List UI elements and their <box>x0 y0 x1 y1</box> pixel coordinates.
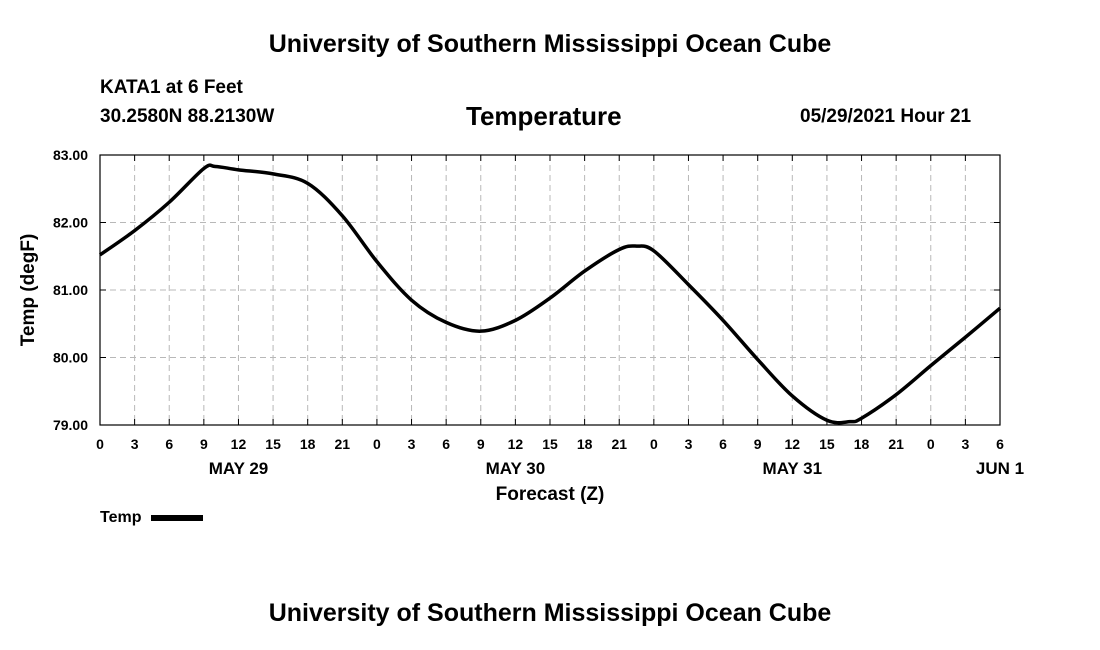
x-tick-label: 6 <box>719 436 727 452</box>
x-tick-label: 18 <box>854 436 870 452</box>
y-tick-label: 79.00 <box>53 417 88 433</box>
y-tick-label: 80.00 <box>53 350 88 366</box>
x-tick-label: 21 <box>888 436 904 452</box>
x-tick-label: 15 <box>542 436 558 452</box>
chart-title: Temperature <box>466 101 622 131</box>
x-tick-label: 0 <box>927 436 935 452</box>
x-tick-label: 9 <box>200 436 208 452</box>
series-layer <box>98 163 1002 425</box>
page-title: University of Southern Mississippi Ocean… <box>268 30 832 58</box>
x-tick-label: 0 <box>373 436 381 452</box>
x-tick-label: 3 <box>685 436 693 452</box>
x-tick-label: 0 <box>96 436 104 452</box>
y-tick-label: 82.00 <box>53 215 88 231</box>
x-tick-label: 15 <box>265 436 281 452</box>
legend-label: Temp <box>100 509 142 526</box>
location-label: 30.2580N 88.2130W <box>100 106 275 127</box>
x-tick-label: 12 <box>508 436 524 452</box>
x-tick-label: 21 <box>611 436 627 452</box>
forecast-datetime: 05/29/2021 Hour 21 <box>800 106 972 127</box>
x-tick-label: 18 <box>577 436 593 452</box>
y-tick-label: 83.00 <box>53 147 88 163</box>
x-tick-label: 3 <box>961 436 969 452</box>
y-tick-label: 81.00 <box>53 282 88 298</box>
x-tick-label: 21 <box>335 436 351 452</box>
x-tick-label: 6 <box>442 436 450 452</box>
x-tick-label: 12 <box>785 436 801 452</box>
legend-line-swatch <box>151 515 204 521</box>
x-tick-label: 18 <box>300 436 316 452</box>
x-tick-label: 12 <box>231 436 247 452</box>
x-tick-label: 9 <box>477 436 485 452</box>
date-label: JUN 1 <box>976 459 1024 478</box>
x-tick-label: 15 <box>819 436 835 452</box>
date-label: MAY 29 <box>209 459 269 478</box>
station-label: KATA1 at 6 Feet <box>100 77 243 98</box>
x-tick-label: 3 <box>408 436 416 452</box>
footer-title: University of Southern Mississippi Ocean… <box>268 599 832 627</box>
date-label: MAY 31 <box>763 459 823 478</box>
series-line-temp <box>98 163 1002 425</box>
x-tick-label: 9 <box>754 436 762 452</box>
x-tick-label: 0 <box>650 436 658 452</box>
legend: Temp <box>100 509 204 527</box>
date-label: MAY 30 <box>486 459 546 478</box>
grid <box>100 155 1000 425</box>
x-tick-label: 3 <box>131 436 139 452</box>
x-tick-label: 6 <box>996 436 1004 452</box>
x-axis-label: Forecast (Z) <box>496 484 605 505</box>
axis-ticks: 0 3 6 9 12 15 18 21 0 3 6 9 12 15 18 21 0 3 6 9 12 15 18 21 0 3 6 7… <box>53 147 1024 478</box>
y-axis-label: Temp (degF) <box>18 234 39 347</box>
plot-frame <box>99 154 1001 426</box>
x-tick-label: 6 <box>165 436 173 452</box>
